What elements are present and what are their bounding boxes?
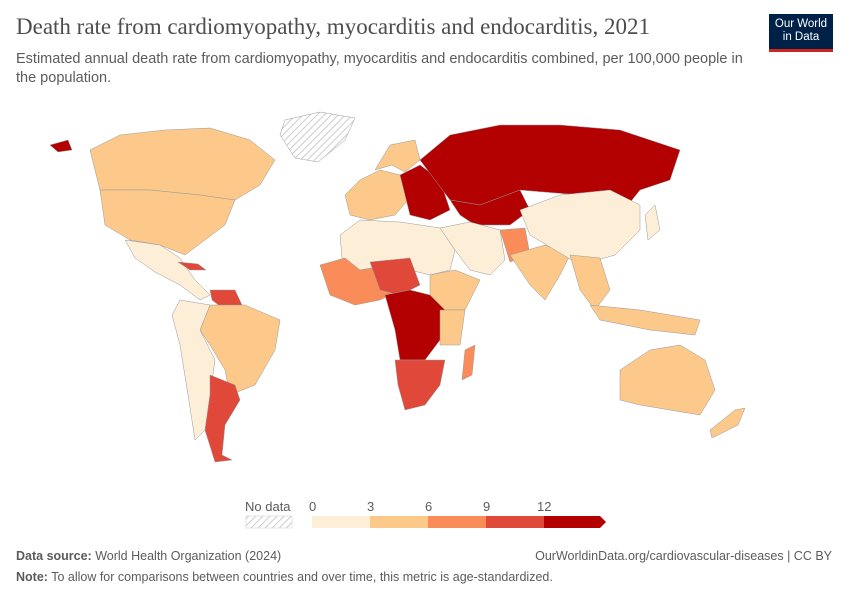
source-url[interactable]: OurWorldinData.org/cardiovascular-diseas… (535, 549, 832, 563)
region-southeast-asia[interactable] (569, 254, 611, 311)
region-argentina[interactable] (204, 374, 241, 463)
source-value[interactable]: World Health Organization (2024) (95, 549, 282, 563)
region-indonesia[interactable] (589, 304, 701, 336)
legend-no-data-swatch (245, 515, 293, 529)
data-source: Data source: World Health Organization (… (16, 549, 281, 563)
region-usa[interactable] (99, 189, 236, 256)
chart-subtitle: Estimated annual death rate from cardiom… (16, 51, 743, 86)
legend-tick: 9 (483, 499, 491, 514)
legend-bin-0-3 (312, 516, 370, 528)
region-east-africa[interactable] (439, 309, 466, 346)
legend (245, 515, 606, 529)
legend-no-data-label: No data (245, 499, 291, 514)
legend-tick: 12 (537, 499, 552, 514)
region-new-zealand[interactable] (709, 407, 746, 439)
note-value: To allow for comparisons between countri… (51, 570, 553, 584)
region-middle-east[interactable] (439, 221, 506, 276)
world-map (49, 111, 746, 463)
legend-bin-6-9 (428, 516, 486, 528)
region-alaska[interactable] (49, 139, 73, 153)
note-label: Note: (16, 570, 48, 584)
legend-bin-9-12 (486, 516, 544, 528)
region-western-europe[interactable] (344, 169, 409, 221)
legend-tick: 3 (367, 499, 375, 514)
region-brazil[interactable] (199, 304, 281, 396)
region-australia[interactable] (619, 344, 716, 416)
region-madagascar[interactable] (461, 344, 476, 381)
source-label: Data source: (16, 549, 92, 563)
region-southern-africa[interactable] (394, 359, 446, 411)
region-india[interactable] (509, 244, 571, 301)
region-greenland[interactable] (279, 111, 356, 163)
owid-logo[interactable]: Our World in Data (769, 14, 833, 52)
note: Note: To allow for comparisons between c… (16, 570, 553, 584)
region-china[interactable] (519, 189, 641, 266)
region-central-asia[interactable] (449, 189, 531, 226)
legend-tick: 0 (309, 499, 317, 514)
legend-bin-3-6 (370, 516, 428, 528)
chart-title: Death rate from cardiomyopathy, myocardi… (16, 14, 651, 39)
region-scandinavia[interactable] (374, 139, 421, 173)
region-japan[interactable] (644, 204, 661, 241)
region-caribbean[interactable] (177, 261, 207, 271)
legend-bin-12-plus (544, 516, 606, 528)
legend-tick: 6 (425, 499, 433, 514)
region-canada[interactable] (89, 127, 276, 201)
region-mexico-central-america[interactable] (124, 239, 211, 301)
